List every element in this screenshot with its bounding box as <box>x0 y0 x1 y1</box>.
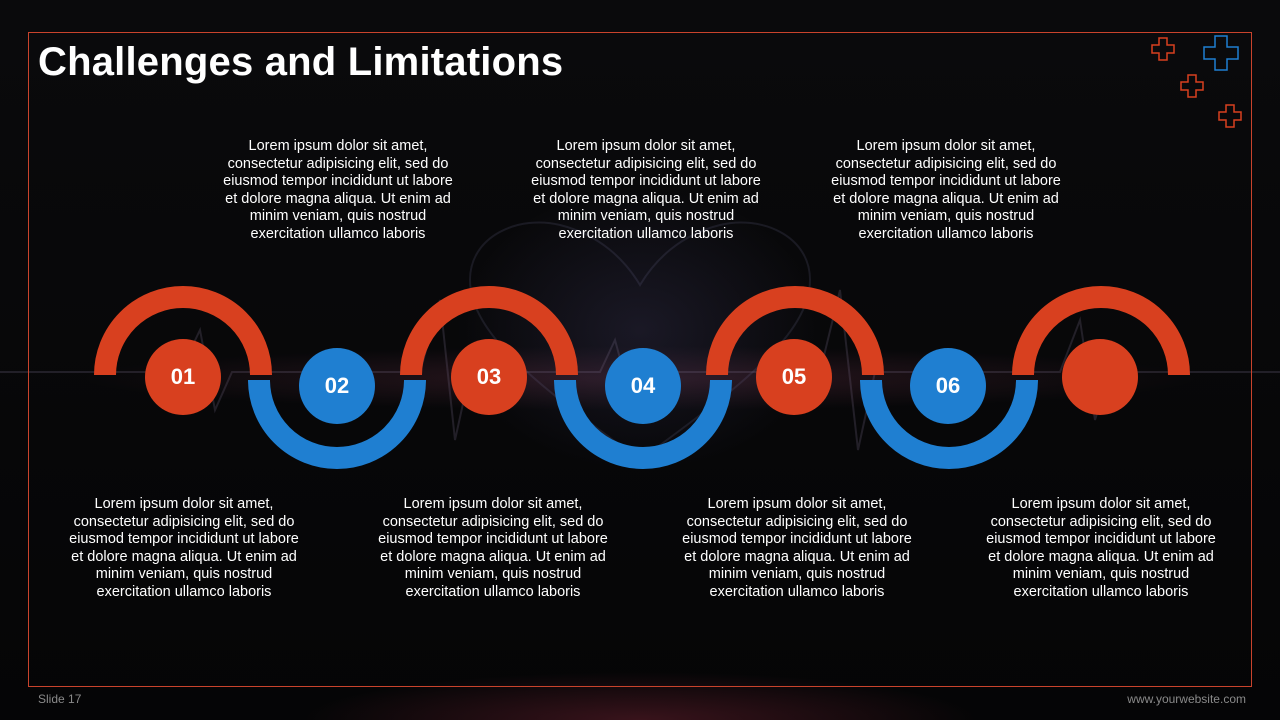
medical-cross-icon <box>1151 35 1242 128</box>
step-number: 05 <box>781 364 807 389</box>
timeline-arc-3 <box>400 286 578 376</box>
step-number: 01 <box>170 364 196 389</box>
timeline-arc-7 <box>1012 286 1190 376</box>
timeline-arc-2 <box>248 379 426 469</box>
step-04-description: Lorem ipsum dolor sit amet, consectetur … <box>531 138 761 242</box>
slide-border <box>28 32 1252 687</box>
step-06-circle: 06 <box>910 348 986 424</box>
timeline-arc-5 <box>706 286 884 376</box>
step-05-circle: 05 <box>756 339 832 415</box>
timeline-arc-1 <box>94 286 272 376</box>
step-07-description: Lorem ipsum dolor sit amet, consectetur … <box>986 496 1216 600</box>
step-number: 06 <box>935 373 961 398</box>
website-link[interactable]: www.yourwebsite.com <box>1127 692 1246 706</box>
slide-title: Challenges and Limitations <box>38 40 564 84</box>
step-number: 02 <box>324 373 350 398</box>
step-01-description: Lorem ipsum dolor sit amet, consectetur … <box>69 496 299 600</box>
step-07-circle <box>1062 339 1138 415</box>
step-05-description: Lorem ipsum dolor sit amet, consectetur … <box>682 496 912 600</box>
step-number: 03 <box>476 364 502 389</box>
timeline-arc-6 <box>860 379 1038 469</box>
step-01-circle: 01 <box>145 339 221 415</box>
timeline-arc-4 <box>554 379 732 469</box>
step-04-circle: 04 <box>605 348 681 424</box>
step-03-description: Lorem ipsum dolor sit amet, consectetur … <box>378 496 608 600</box>
slide-number: Slide 17 <box>38 692 82 706</box>
step-02-description: Lorem ipsum dolor sit amet, consectetur … <box>223 138 453 242</box>
step-02-circle: 02 <box>299 348 375 424</box>
step-number: 04 <box>630 373 656 398</box>
step-06-description: Lorem ipsum dolor sit amet, consectetur … <box>831 138 1061 242</box>
step-03-circle: 03 <box>451 339 527 415</box>
